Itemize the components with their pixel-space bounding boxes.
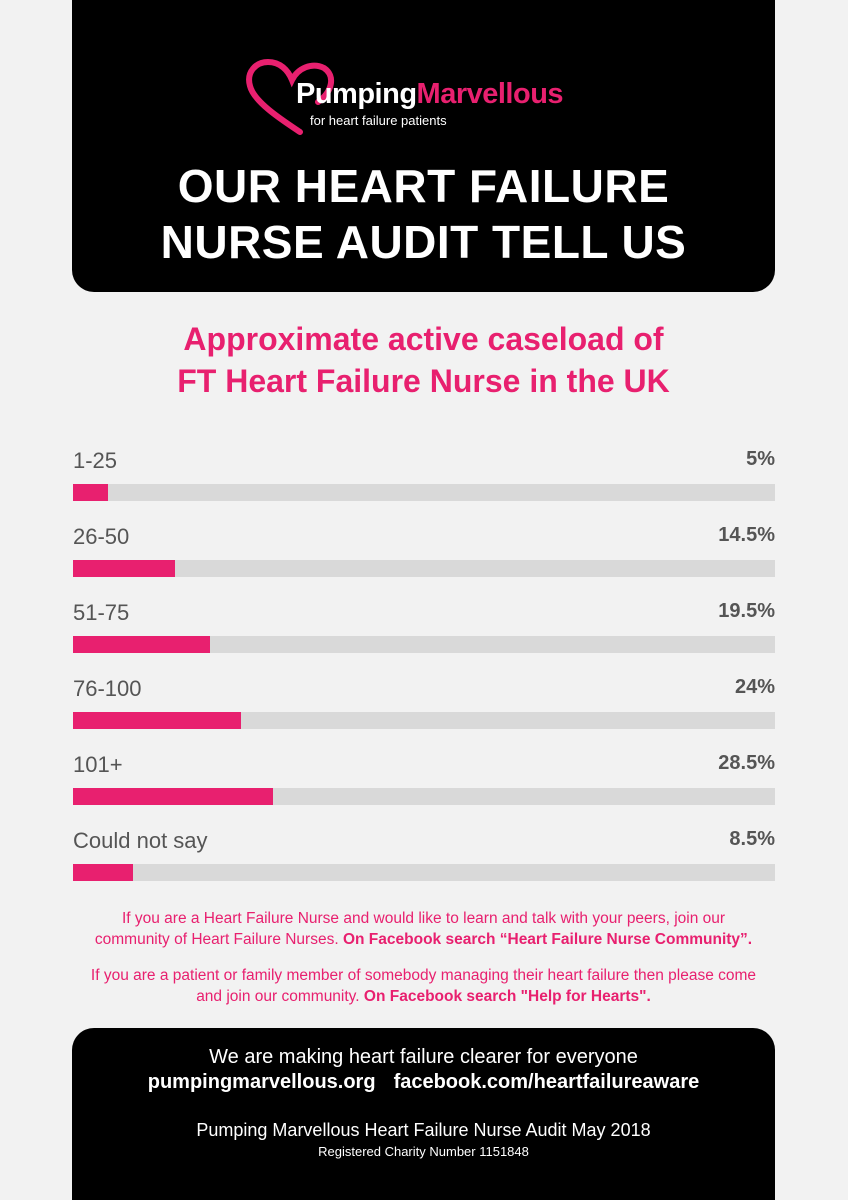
footer-slogan: We are making heart failure clearer for … <box>209 1046 638 1068</box>
website-link[interactable]: pumpingmarvellous.org <box>147 1071 376 1093</box>
bar-track <box>73 484 775 501</box>
page-title: OUR HEART FAILURE NURSE AUDIT TELL US <box>72 158 775 270</box>
bar-fill <box>73 788 274 805</box>
patient-info-line1: If you are a patient or family member of… <box>90 967 757 984</box>
nurse-info-line2: community of Heart Failure Nurses. On Fa… <box>72 929 775 950</box>
category-label: Could not say <box>73 828 208 853</box>
footer-links: pumpingmarvellous.org facebook.com/heartf… <box>72 1071 775 1094</box>
bar-row: 51-75 19.5% <box>73 598 775 674</box>
brand-name-part2: Marvellous <box>416 78 564 110</box>
footer-banner: We are making heart failure clearer for … <box>72 1028 775 1200</box>
category-label: 26-50 <box>73 524 130 549</box>
nurse-facebook-search: On Facebook search “Heart Failure Nurse … <box>342 931 753 948</box>
value-label: 19.5% <box>718 600 775 622</box>
bar-fill <box>73 712 242 729</box>
bar-fill <box>73 864 133 881</box>
bar-row: 1-25 5% <box>73 446 775 522</box>
category-label: 76-100 <box>73 676 142 701</box>
charity-number: Registered Charity Number 1151848 <box>318 1144 529 1159</box>
bar-row: 76-100 24% <box>73 674 775 750</box>
chart-title: Approximate active caseload of FT Heart … <box>72 318 775 402</box>
bar-fill <box>73 484 109 501</box>
chart-title-line2: FT Heart Failure Nurse in the UK <box>177 363 670 399</box>
bar-fill <box>73 636 210 653</box>
bar-track <box>73 560 775 577</box>
facebook-link[interactable]: facebook.com/heartfailureaware <box>393 1071 700 1093</box>
brand-tagline: for heart failure patients <box>310 113 447 128</box>
patient-info-line2: and join our community. On Facebook sear… <box>72 986 775 1007</box>
category-label: 51-75 <box>73 600 130 625</box>
nurse-info-text: community of Heart Failure Nurses. <box>94 931 339 948</box>
nurse-info-line1: If you are a Heart Failure Nurse and wou… <box>121 910 726 927</box>
audit-credit: Pumping Marvellous Heart Failure Nurse A… <box>196 1120 651 1140</box>
bar-track <box>73 788 775 805</box>
value-label: 14.5% <box>718 524 775 546</box>
logo: PumpingMarvellous for heart failure pati… <box>244 56 624 136</box>
category-label: 101+ <box>73 752 123 777</box>
bar-row: 26-50 14.5% <box>73 522 775 598</box>
bar-row: Could not say 8.5% <box>73 826 775 902</box>
heart-icon <box>246 58 335 135</box>
chart-title-line1: Approximate active caseload of <box>183 321 664 357</box>
patient-info-text: and join our community. <box>196 988 360 1005</box>
nurse-community-info: If you are a Heart Failure Nurse and wou… <box>72 908 775 950</box>
bar-row: 101+ 28.5% <box>73 750 775 826</box>
bar-chart: 1-25 5% 26-50 14.5% 51-75 19.5% 76-100 24% 101+ 2… <box>73 446 775 902</box>
bar-fill <box>73 560 175 577</box>
bar-track <box>73 864 775 881</box>
bar-track <box>73 636 775 653</box>
patient-facebook-search: On Facebook search "Help for Hearts". <box>363 988 651 1005</box>
value-label: 8.5% <box>729 828 775 850</box>
value-label: 24% <box>734 676 775 698</box>
page-title-line2: NURSE AUDIT TELL US <box>160 216 687 268</box>
patient-community-info: If you are a patient or family member of… <box>72 965 775 1007</box>
brand-name: PumpingMarvellous <box>296 78 564 111</box>
brand-name-part1: Pumping <box>296 78 417 110</box>
page-title-line1: OUR HEART FAILURE <box>177 160 670 212</box>
bar-track <box>73 712 775 729</box>
category-label: 1-25 <box>73 448 118 473</box>
value-label: 5% <box>746 448 775 470</box>
header-banner: PumpingMarvellous for heart failure pati… <box>72 0 775 292</box>
value-label: 28.5% <box>718 752 775 774</box>
